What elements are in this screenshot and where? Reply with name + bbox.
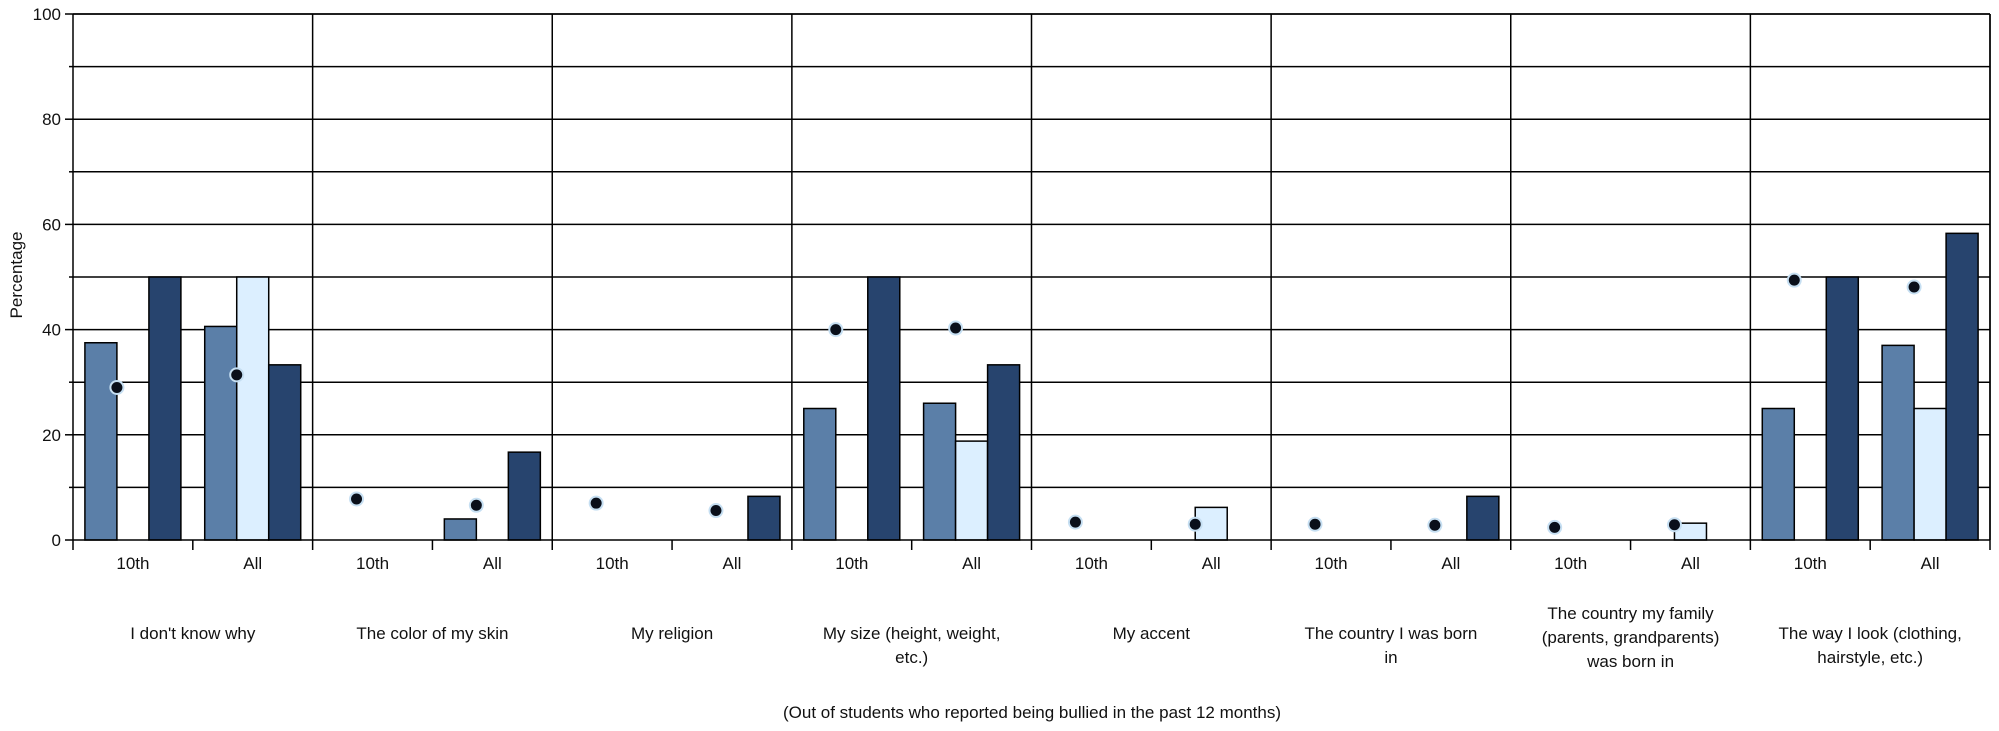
bar <box>235 276 270 541</box>
bar <box>148 276 182 541</box>
footnote: (Out of students who reported being bull… <box>783 703 1281 722</box>
bar <box>203 325 238 541</box>
marker-dot <box>1307 516 1323 532</box>
marker-dot <box>1427 517 1443 533</box>
marker-dot <box>1906 279 1922 295</box>
marker-dot <box>948 320 964 336</box>
y-tick-label: 80 <box>42 110 61 129</box>
bar <box>507 451 542 541</box>
group-label-line: (parents, grandparents) <box>1542 628 1720 647</box>
group-label: My religion <box>631 624 713 643</box>
bar <box>954 440 989 541</box>
x-subcategory-label: All <box>483 554 502 573</box>
group-label: My size (height, weight, etc.) <box>823 624 1001 667</box>
group-label-line: in <box>1384 648 1397 667</box>
x-subcategory-label: 10th <box>1314 554 1347 573</box>
x-subcategory-label: All <box>243 554 262 573</box>
group-label-line: The country I was born <box>1304 624 1477 643</box>
bar <box>867 276 901 541</box>
group-label-line: The color of my skin <box>356 624 508 643</box>
marker-dot <box>109 379 125 395</box>
marker-dot <box>229 367 245 383</box>
group-label-line: My religion <box>631 624 713 643</box>
axes <box>65 13 1991 550</box>
bar <box>1825 276 1860 541</box>
y-tick-label: 20 <box>42 426 61 445</box>
x-subcategory-label: 10th <box>116 554 149 573</box>
bars <box>84 232 1979 541</box>
bar <box>267 364 302 541</box>
x-subcategory-label: All <box>962 554 981 573</box>
marker-dot <box>1547 519 1563 535</box>
bar <box>986 364 1021 541</box>
labels: 0 20 40 60 80 100 10th All I don't know why 10th A… <box>33 5 1962 671</box>
bar <box>1945 232 1979 541</box>
group-label-line: I don't know why <box>130 624 256 643</box>
marker-dot <box>1067 514 1083 530</box>
x-subcategory-label: All <box>723 554 742 573</box>
marker-dot <box>828 322 844 338</box>
x-subcategory-label: All <box>1681 554 1700 573</box>
y-tick-label: 60 <box>42 215 61 234</box>
x-subcategory-label: All <box>1441 554 1460 573</box>
group-label: My accent <box>1113 624 1191 643</box>
marker-dot <box>588 495 604 511</box>
x-subcategory-label: 10th <box>1794 554 1827 573</box>
group-label-line: My accent <box>1113 624 1191 643</box>
x-subcategory-label: 10th <box>1075 554 1108 573</box>
group-label-line: The way I look (clothing, <box>1779 624 1962 643</box>
x-subcategory-label: All <box>1202 554 1221 573</box>
y-tick-label: 100 <box>33 5 61 24</box>
group-label: I don't know why <box>130 624 256 643</box>
x-subcategory-label: 10th <box>1554 554 1587 573</box>
marker-dot <box>1187 516 1203 532</box>
bar <box>747 495 781 541</box>
bar <box>1466 495 1500 541</box>
marker-dot <box>708 503 724 519</box>
marker-dot <box>1666 517 1682 533</box>
group-label-line: My size (height, weight, <box>823 624 1001 643</box>
y-tick-label: 0 <box>52 531 61 550</box>
bar <box>1913 407 1947 541</box>
x-subcategory-label: 10th <box>835 554 868 573</box>
bar <box>1881 344 1915 541</box>
y-axis-title: Percentage <box>7 232 26 319</box>
markers <box>109 272 1922 535</box>
group-label: The country I was born in <box>1304 624 1477 667</box>
marker-dot <box>349 491 365 507</box>
group-label-line: was born in <box>1586 652 1674 671</box>
x-subcategory-label: All <box>1921 554 1940 573</box>
grid-lines <box>73 13 1991 540</box>
bar <box>803 407 837 541</box>
group-label: The way I look (clothing, hairstyle, etc.… <box>1779 624 1962 667</box>
group-label: The color of my skin <box>356 624 508 643</box>
x-subcategory-label: 10th <box>356 554 389 573</box>
group-label-line: etc.) <box>895 648 928 667</box>
group-label: The country my family (parents, grandpare… <box>1542 604 1720 671</box>
marker-dot <box>1786 272 1802 288</box>
bar <box>922 402 957 541</box>
x-subcategory-label: 10th <box>596 554 629 573</box>
bar <box>84 342 118 541</box>
marker-dot <box>468 497 484 513</box>
group-label-line: hairstyle, etc.) <box>1817 648 1923 667</box>
bar <box>443 518 478 541</box>
group-label-line: The country my family <box>1547 604 1714 623</box>
bar <box>1761 407 1796 541</box>
y-tick-label: 40 <box>42 321 61 340</box>
